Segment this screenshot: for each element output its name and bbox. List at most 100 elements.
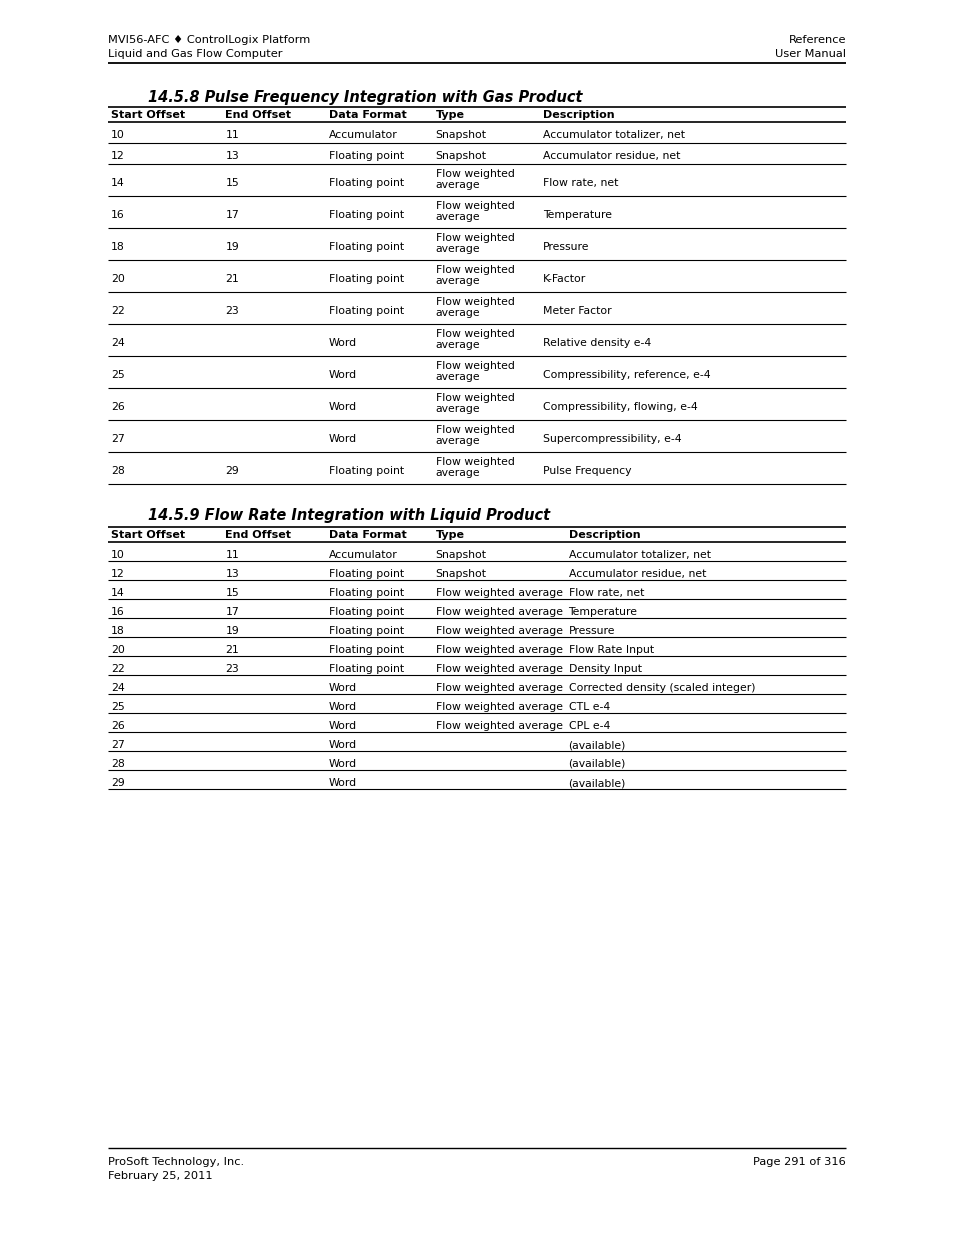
Text: Flow weighted: Flow weighted xyxy=(436,329,514,338)
Text: average: average xyxy=(436,436,480,446)
Text: Floating point: Floating point xyxy=(329,606,403,618)
Text: Flow weighted: Flow weighted xyxy=(436,361,514,370)
Text: 14.5.9 Flow Rate Integration with Liquid Product: 14.5.9 Flow Rate Integration with Liquid… xyxy=(148,508,550,522)
Text: Accumulator residue, net: Accumulator residue, net xyxy=(568,569,705,579)
Text: 24: 24 xyxy=(111,683,125,693)
Text: 20: 20 xyxy=(111,645,125,655)
Text: Flow weighted average: Flow weighted average xyxy=(436,645,562,655)
Text: Snapshot: Snapshot xyxy=(436,151,486,161)
Text: Flow weighted: Flow weighted xyxy=(436,169,514,179)
Text: 25: 25 xyxy=(111,370,125,380)
Text: Flow weighted average: Flow weighted average xyxy=(436,664,562,674)
Text: Description: Description xyxy=(568,530,639,540)
Text: Floating point: Floating point xyxy=(329,664,403,674)
Text: User Manual: User Manual xyxy=(774,49,845,59)
Text: 14: 14 xyxy=(111,588,125,598)
Text: (available): (available) xyxy=(568,740,625,750)
Text: average: average xyxy=(436,340,480,350)
Text: Flow rate, net: Flow rate, net xyxy=(568,588,643,598)
Text: Flow weighted average: Flow weighted average xyxy=(436,683,562,693)
Text: 26: 26 xyxy=(111,403,125,412)
Text: 23: 23 xyxy=(225,306,239,316)
Text: Floating point: Floating point xyxy=(329,151,403,161)
Text: Word: Word xyxy=(329,778,356,788)
Text: Floating point: Floating point xyxy=(329,569,403,579)
Text: Meter Factor: Meter Factor xyxy=(542,306,611,316)
Text: 27: 27 xyxy=(111,740,125,750)
Text: 19: 19 xyxy=(225,242,239,252)
Text: 18: 18 xyxy=(111,626,125,636)
Text: Pressure: Pressure xyxy=(542,242,589,252)
Text: 28: 28 xyxy=(111,466,125,475)
Text: average: average xyxy=(436,468,480,478)
Text: average: average xyxy=(436,404,480,414)
Text: K-Factor: K-Factor xyxy=(542,274,585,284)
Text: 15: 15 xyxy=(225,588,239,598)
Text: Data Format: Data Format xyxy=(329,110,406,120)
Text: Temperature: Temperature xyxy=(542,210,611,220)
Text: Floating point: Floating point xyxy=(329,242,403,252)
Text: 19: 19 xyxy=(225,626,239,636)
Text: Word: Word xyxy=(329,403,356,412)
Text: Flow weighted: Flow weighted xyxy=(436,457,514,467)
Text: average: average xyxy=(436,275,480,287)
Text: 21: 21 xyxy=(225,645,239,655)
Text: Compressibility, reference, e-4: Compressibility, reference, e-4 xyxy=(542,370,710,380)
Text: Density Input: Density Input xyxy=(568,664,640,674)
Text: Snapshot: Snapshot xyxy=(436,550,486,559)
Text: Flow weighted average: Flow weighted average xyxy=(436,606,562,618)
Text: Compressibility, flowing, e-4: Compressibility, flowing, e-4 xyxy=(542,403,697,412)
Text: Flow weighted average: Flow weighted average xyxy=(436,626,562,636)
Text: Floating point: Floating point xyxy=(329,274,403,284)
Text: Liquid and Gas Flow Computer: Liquid and Gas Flow Computer xyxy=(108,49,282,59)
Text: Accumulator residue, net: Accumulator residue, net xyxy=(542,151,679,161)
Text: 16: 16 xyxy=(111,210,125,220)
Text: 12: 12 xyxy=(111,151,125,161)
Text: Floating point: Floating point xyxy=(329,178,403,188)
Text: Flow weighted average: Flow weighted average xyxy=(436,701,562,713)
Text: (available): (available) xyxy=(568,778,625,788)
Text: Type: Type xyxy=(436,110,464,120)
Text: CTL e-4: CTL e-4 xyxy=(568,701,609,713)
Text: Floating point: Floating point xyxy=(329,588,403,598)
Text: Flow weighted average: Flow weighted average xyxy=(436,721,562,731)
Text: Snapshot: Snapshot xyxy=(436,569,486,579)
Text: 21: 21 xyxy=(225,274,239,284)
Text: Flow rate, net: Flow rate, net xyxy=(542,178,618,188)
Text: 14: 14 xyxy=(111,178,125,188)
Text: Floating point: Floating point xyxy=(329,645,403,655)
Text: Accumulator: Accumulator xyxy=(329,550,397,559)
Text: 23: 23 xyxy=(225,664,239,674)
Text: 18: 18 xyxy=(111,242,125,252)
Text: February 25, 2011: February 25, 2011 xyxy=(108,1171,213,1181)
Text: Snapshot: Snapshot xyxy=(436,130,486,140)
Text: Flow weighted: Flow weighted xyxy=(436,233,514,243)
Text: 24: 24 xyxy=(111,338,125,348)
Text: Flow weighted: Flow weighted xyxy=(436,393,514,403)
Text: Word: Word xyxy=(329,701,356,713)
Text: Word: Word xyxy=(329,433,356,445)
Text: Accumulator: Accumulator xyxy=(329,130,397,140)
Text: average: average xyxy=(436,180,480,190)
Text: Flow weighted average: Flow weighted average xyxy=(436,588,562,598)
Text: Flow weighted: Flow weighted xyxy=(436,266,514,275)
Text: 10: 10 xyxy=(111,550,125,559)
Text: Word: Word xyxy=(329,740,356,750)
Text: Word: Word xyxy=(329,683,356,693)
Text: Flow weighted: Flow weighted xyxy=(436,425,514,435)
Text: 22: 22 xyxy=(111,306,125,316)
Text: 11: 11 xyxy=(225,550,239,559)
Text: Floating point: Floating point xyxy=(329,306,403,316)
Text: Accumulator totalizer, net: Accumulator totalizer, net xyxy=(542,130,684,140)
Text: Corrected density (scaled integer): Corrected density (scaled integer) xyxy=(568,683,754,693)
Text: 20: 20 xyxy=(111,274,125,284)
Text: 22: 22 xyxy=(111,664,125,674)
Text: 29: 29 xyxy=(225,466,239,475)
Text: Supercompressibility, e-4: Supercompressibility, e-4 xyxy=(542,433,680,445)
Text: CPL e-4: CPL e-4 xyxy=(568,721,609,731)
Text: Floating point: Floating point xyxy=(329,466,403,475)
Text: Flow weighted: Flow weighted xyxy=(436,296,514,308)
Text: Accumulator totalizer, net: Accumulator totalizer, net xyxy=(568,550,710,559)
Text: average: average xyxy=(436,245,480,254)
Text: Page 291 of 316: Page 291 of 316 xyxy=(753,1157,845,1167)
